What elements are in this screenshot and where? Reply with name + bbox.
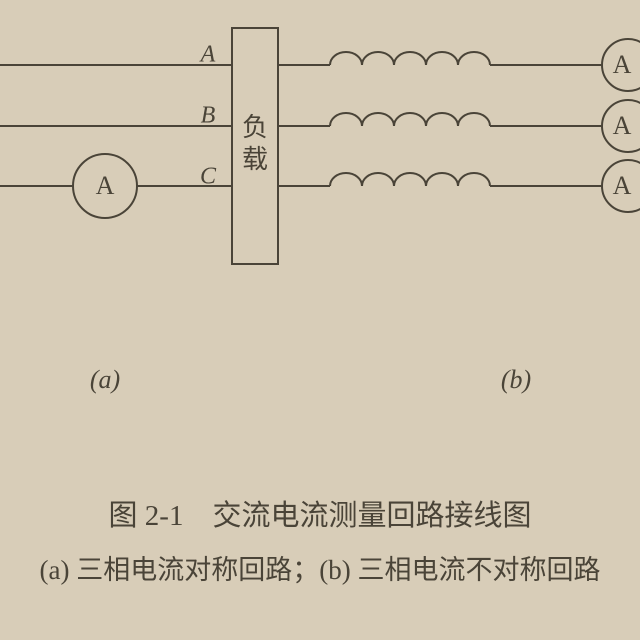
svg-text:A: A [613, 171, 632, 200]
figure-subtitles: (a) 三相电流对称回路；(b) 三相电流不对称回路 [0, 548, 640, 587]
circuit-diagram: A B C A (a) 负载 A A A (b) [0, 0, 640, 640]
svg-text:负: 负 [242, 113, 268, 142]
svg-text:B: B [201, 103, 216, 129]
svg-text:C: C [200, 164, 217, 190]
svg-text:(a): (a) [90, 365, 120, 394]
svg-text:A: A [199, 42, 216, 68]
svg-text:(b): (b) [501, 365, 531, 394]
svg-text:载: 载 [242, 145, 268, 174]
figure-title: 图 2-1 交流电流测量回路接线图 [0, 492, 640, 534]
svg-text:A: A [613, 111, 632, 140]
svg-text:A: A [96, 171, 115, 200]
svg-text:A: A [613, 50, 632, 79]
